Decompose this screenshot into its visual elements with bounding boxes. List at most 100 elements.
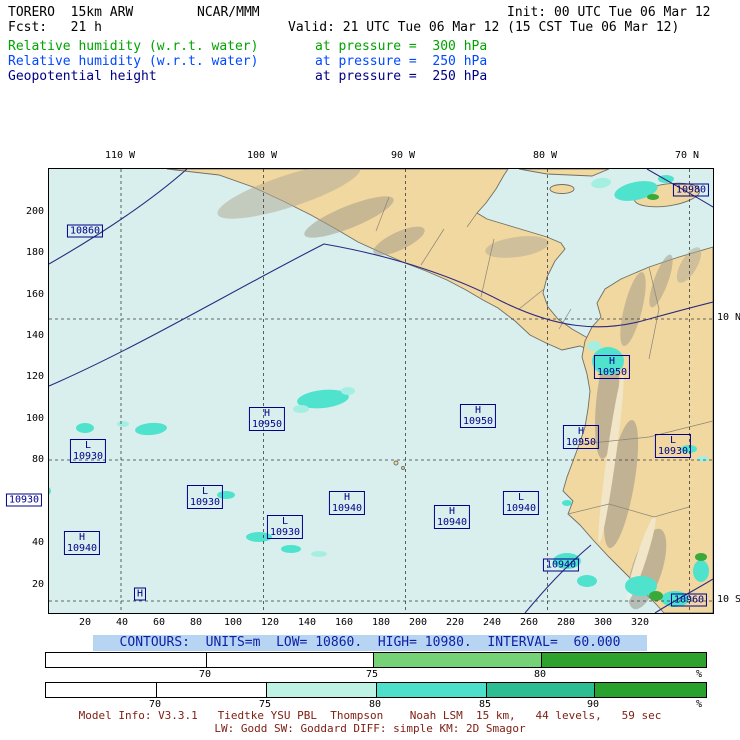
colorbar-tick-label: 90 xyxy=(586,699,600,710)
org-name: NCAR/MMM xyxy=(197,5,260,20)
axis-tick-label-left: 160 xyxy=(25,289,44,300)
island-galapagos xyxy=(401,466,405,470)
colorbar-cell xyxy=(266,683,376,697)
contour-10860 xyxy=(49,169,188,265)
axis-tick-label-bottom: 100 xyxy=(223,617,243,628)
colorbar-cell xyxy=(541,653,706,667)
axis-tick-label-top: 90 W xyxy=(390,150,416,161)
humidity-patch xyxy=(562,500,572,506)
humidity-patch xyxy=(297,389,349,409)
field-level-rh250: at pressure = 250 hPa xyxy=(315,54,488,69)
colorbar-cell xyxy=(156,683,266,697)
humidity-patch xyxy=(246,532,272,542)
axis-tick-label-left: 40 xyxy=(31,537,44,548)
map-plot-area xyxy=(48,168,714,614)
humidity-patch xyxy=(577,575,597,587)
colorbar-cell xyxy=(594,683,706,697)
axis-tick-label-top: 80 W xyxy=(532,150,558,161)
island-jamaica xyxy=(549,184,575,194)
axis-tick-label-left: 120 xyxy=(25,371,44,382)
axis-tick-label-bottom: 280 xyxy=(556,617,576,628)
humidity-patch xyxy=(614,181,658,201)
init-time: Init: 00 UTC Tue 06 Mar 12 xyxy=(507,5,711,20)
humidity-patch xyxy=(217,491,235,499)
colorbar-cell xyxy=(46,683,156,697)
field-level-ght250: at pressure = 250 hPa xyxy=(315,69,488,84)
model-info-line: Model Info: V3.3.1 Tiedtke YSU PBL Thomp… xyxy=(78,709,662,722)
axis-tick-label-left: 200 xyxy=(25,206,44,217)
contours-info-banner: CONTOURS: UNITS=m LOW= 10860. HIGH= 1098… xyxy=(93,635,647,651)
axis-tick-label-bottom: 20 xyxy=(78,617,92,628)
colorbar-cell xyxy=(373,653,541,667)
axis-tick-label-left: 80 xyxy=(31,454,44,465)
axis-tick-label-left: 140 xyxy=(25,330,44,341)
axis-tick-label-bottom: 200 xyxy=(408,617,428,628)
axis-tick-label-top: 70 N xyxy=(674,150,700,161)
humidity-patch xyxy=(695,553,707,561)
colorbar-tick-label: 70 xyxy=(198,669,212,680)
axis-tick-label-bottom: 260 xyxy=(519,617,539,628)
axis-tick-label-left: 100 xyxy=(25,413,44,424)
axis-tick-label-bottom: 60 xyxy=(152,617,166,628)
model-name: TORERO 15km ARW xyxy=(8,5,134,20)
axis-tick-label-right: 10 N xyxy=(717,312,740,323)
axis-tick-label-bottom: 120 xyxy=(260,617,280,628)
colorbar-cell xyxy=(376,683,486,697)
field-name-rh250: Relative humidity (w.r.t. water) xyxy=(8,54,259,69)
humidity-patch xyxy=(592,347,624,375)
axis-tick-label-top: 110 W xyxy=(104,150,136,161)
contour-10920 xyxy=(49,243,713,387)
humidity-patch xyxy=(293,405,309,413)
axis-tick-label-bottom: 240 xyxy=(482,617,502,628)
humidity-patch xyxy=(693,560,709,582)
axis-tick-label-bottom: 180 xyxy=(371,617,391,628)
colorbar-tick-label: 85 xyxy=(478,699,492,710)
colorbar-rh250 xyxy=(45,682,707,698)
colorbar-tick-label: 75 xyxy=(365,669,379,680)
humidity-patch xyxy=(697,456,709,462)
contour-10940 xyxy=(524,544,592,613)
contour-10980 xyxy=(646,169,713,208)
height-contours xyxy=(49,169,713,613)
terrain-shading xyxy=(217,169,702,610)
field-name-ght250: Geopotential height xyxy=(8,69,157,84)
humidity-patch xyxy=(49,487,51,495)
humidity-patch xyxy=(135,422,167,436)
humidity-patch xyxy=(117,421,129,427)
forecast-hour: Fcst: 21 h xyxy=(8,20,102,35)
humidity-patches xyxy=(49,175,709,607)
field-level-rh300: at pressure = 300 hPa xyxy=(315,39,488,54)
colorbar-tick-label: 80 xyxy=(533,669,547,680)
colorbar-tick-label: % xyxy=(695,699,703,710)
field-name-rh300: Relative humidity (w.r.t. water) xyxy=(8,39,259,54)
humidity-patch xyxy=(311,551,327,557)
humidity-patch xyxy=(76,423,94,433)
physics-schemes-line: LW: Godd SW: Goddard DIFF: simple KM: 2D… xyxy=(214,722,526,735)
colorbar-tick-label: 70 xyxy=(148,699,162,710)
humidity-patch xyxy=(649,591,663,601)
contour-10960 xyxy=(654,578,713,613)
colorbar-cell xyxy=(206,653,373,667)
axis-tick-label-bottom: 300 xyxy=(593,617,613,628)
axis-tick-label-bottom: 160 xyxy=(334,617,354,628)
axis-tick-label-left: 180 xyxy=(25,247,44,258)
humidity-patch xyxy=(587,341,601,351)
gridlines xyxy=(49,169,713,613)
humidity-patch xyxy=(591,177,611,189)
axis-tick-label-bottom: 80 xyxy=(189,617,203,628)
axis-tick-label-left: 20 xyxy=(31,579,44,590)
island-cuba-south-coast xyxy=(518,169,610,177)
humidity-patch xyxy=(647,194,659,200)
humidity-patch xyxy=(281,545,301,553)
axis-tick-label-bottom: 220 xyxy=(445,617,465,628)
humidity-patch xyxy=(681,445,697,453)
island-galapagos xyxy=(393,460,399,466)
humidity-patch xyxy=(661,591,689,607)
humidity-patch xyxy=(341,387,355,395)
colorbar-tick-label: 75 xyxy=(258,699,272,710)
pressure-center-value: 10930 xyxy=(8,494,40,506)
map-graphics xyxy=(49,169,713,613)
valid-time: Valid: 21 UTC Tue 06 Mar 12 (15 CST Tue … xyxy=(288,20,680,35)
humidity-patch xyxy=(553,553,581,569)
colorbar-cell xyxy=(486,683,594,697)
